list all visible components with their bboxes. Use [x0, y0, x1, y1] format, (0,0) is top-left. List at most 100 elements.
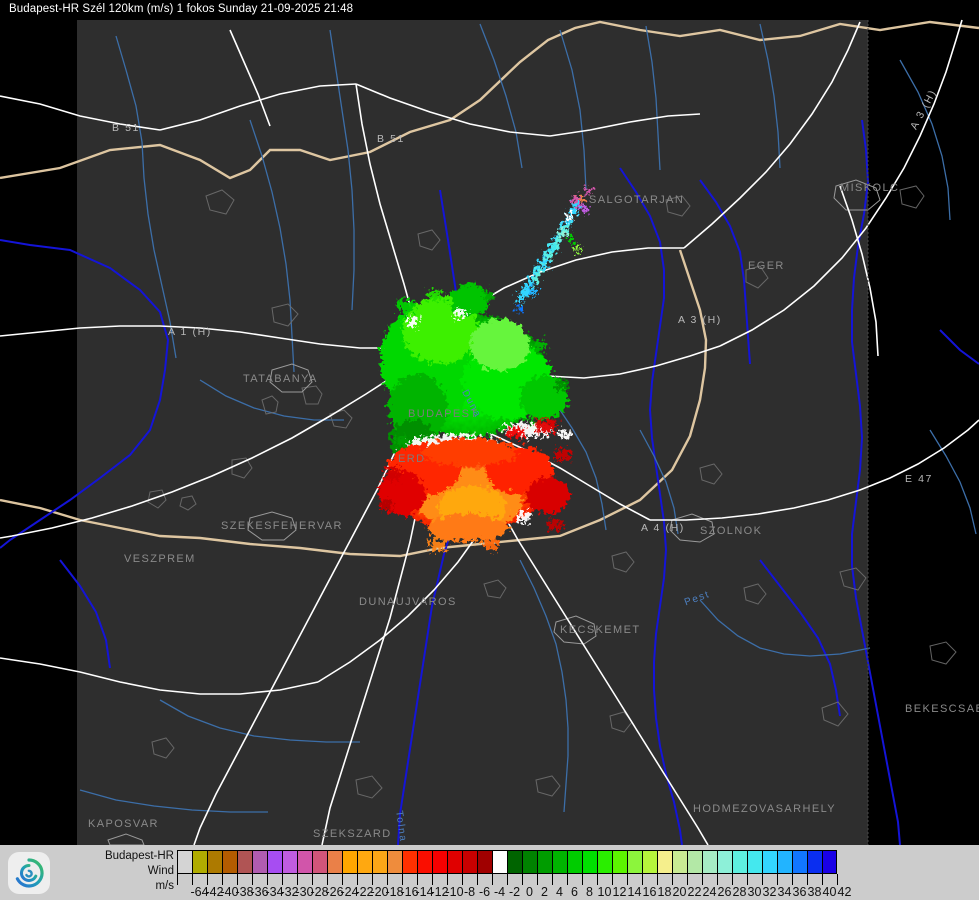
road-label-a4-h: A 4 (H): [641, 522, 685, 534]
color-bar-cell: [507, 850, 522, 874]
color-bar-tick-label: -10: [445, 885, 464, 899]
color-bar-cell: [327, 850, 342, 874]
city-label-miskolc: MISKOLC: [840, 182, 900, 194]
color-bar-cell: [432, 850, 447, 874]
city-label-kecskemet: KECSKEMET: [560, 624, 641, 636]
color-bar-tick-label: -24: [340, 885, 359, 899]
color-bar-cell: [477, 850, 492, 874]
color-bar-tick-label: -2: [508, 885, 521, 899]
color-bar-cell: [552, 850, 567, 874]
radar-map[interactable]: SALGOTARJAN MISKOLC EGER TATABANYA SZEKE…: [0, 0, 979, 845]
color-bar-cell: [792, 850, 807, 874]
city-label-kaposvar: KAPOSVAR: [88, 818, 159, 830]
color-bar-cell: [222, 850, 237, 874]
color-bar-tick-label: -16: [400, 885, 419, 899]
color-bar-tick-label: -34: [265, 885, 284, 899]
color-bar-cell: [582, 850, 597, 874]
color-bar-cell: [192, 850, 207, 874]
city-label-budapest: BUDAPEST: [408, 408, 479, 420]
road-label-b51-east: B 51: [377, 133, 405, 145]
color-bar-tick-label: 22: [687, 885, 702, 899]
legend-caption-site: Budapest-HR: [104, 850, 174, 862]
color-bar-tick-label: 20: [672, 885, 687, 899]
city-label-szolnok: SZOLNOK: [700, 525, 763, 537]
color-bar-cell: [357, 850, 372, 874]
color-bar-cell: [807, 850, 822, 874]
color-bar-tick-label: -6: [478, 885, 491, 899]
color-bar-cell: [447, 850, 462, 874]
color-bar-tick-label: -12: [430, 885, 449, 899]
legend-caption-unit: m/s: [155, 880, 174, 892]
color-bar-tick-label: 8: [586, 885, 593, 899]
color-bar-cell: [627, 850, 642, 874]
color-bar-tick-label: 6: [571, 885, 578, 899]
legend-caption-quantity: Wind: [147, 865, 174, 877]
color-bar-tick-label: 10: [597, 885, 612, 899]
color-bar-tick-label: 42: [837, 885, 852, 899]
color-bar-cell: [372, 850, 387, 874]
color-bar-cell: [267, 850, 282, 874]
color-bar[interactable]: [177, 850, 837, 874]
color-bar-cell: [702, 850, 717, 874]
color-bar-tick-label: -22: [355, 885, 374, 899]
city-label-salgotarjan: SALGOTARJAN: [589, 194, 685, 206]
color-bar-cell: [207, 850, 222, 874]
color-bar-cell: [672, 850, 687, 874]
color-bar-ticks: [177, 874, 838, 886]
color-scale-legend[interactable]: Budapest-HR Wind m/s -64 -42 -40 -38 -36 -34-…: [0, 845, 979, 900]
color-bar-tick-label: -64: [190, 885, 209, 899]
color-bar-tick-label: -14: [415, 885, 434, 899]
color-bar-tick-label: 4: [556, 885, 563, 899]
vortex-swirl-logo: [8, 852, 50, 894]
road-label-a1-h: A 1 (H): [168, 326, 212, 338]
color-bar-cell: [177, 850, 192, 874]
color-bar-tick-label: 2: [541, 885, 548, 899]
city-label-erd: ERD: [398, 453, 426, 465]
city-label-bekescsaba: BEKESCSABA: [905, 703, 979, 715]
color-bar-tick-label: -26: [325, 885, 344, 899]
color-bar-cell: [717, 850, 732, 874]
color-bar-cell: [657, 850, 672, 874]
color-bar-cell: [567, 850, 582, 874]
city-label-dunaujvaros: DUNAUJVAROS: [359, 596, 457, 608]
color-bar-tick-label: -28: [310, 885, 329, 899]
city-label-eger: EGER: [748, 260, 785, 272]
city-label-veszprem: VESZPREM: [124, 553, 196, 565]
color-bar-tick-label: 12: [612, 885, 627, 899]
color-bar-tick-label: -36: [250, 885, 269, 899]
color-bar-tick-label: 40: [822, 885, 837, 899]
color-bar-tick-labels: -64 -42 -40 -38 -36 -34 -32 -30 -28 -26 -24 -22 -20-…: [0, 885, 979, 900]
city-label-szekesfehervar: SZEKESFEHERVAR: [221, 520, 343, 532]
color-bar-tick-label: 14: [627, 885, 642, 899]
color-bar-cell: [252, 850, 267, 874]
color-bar-cell: [687, 850, 702, 874]
color-bar-cell: [612, 850, 627, 874]
city-label-hodmezovasarhely: HODMEZOVASARHELY: [693, 803, 837, 815]
color-bar-cell: [342, 850, 357, 874]
color-bar-cell: [387, 850, 402, 874]
color-bar-cell: [237, 850, 252, 874]
color-bar-cell: [537, 850, 552, 874]
color-bar-tick-label: -32: [280, 885, 299, 899]
color-bar-cell: [402, 850, 417, 874]
color-bar-tick-label: -4: [493, 885, 506, 899]
color-bar-cell: [762, 850, 777, 874]
color-bar-tick-label: -8: [463, 885, 476, 899]
color-bar-cell: [732, 850, 747, 874]
city-label-tatabanya: TATABANYA: [243, 373, 318, 385]
color-bar-cell: [642, 850, 657, 874]
color-bar-tick-label: -30: [295, 885, 314, 899]
velocity-echo-layer: [378, 188, 593, 550]
color-bar-tick-label: 0: [526, 885, 533, 899]
color-bar-tick-label: -42: [205, 885, 224, 899]
color-bar-tick-label: -38: [235, 885, 254, 899]
vortex-swirl-icon: [15, 858, 44, 888]
color-bar-tick-label: 32: [762, 885, 777, 899]
legend-caption: Budapest-HR Wind m/s: [92, 849, 174, 894]
color-bar-tick-label: 28: [732, 885, 747, 899]
color-bar-tick-label: 16: [642, 885, 657, 899]
page-title: Budapest-HR Szél 120km (m/s) 1 fokos Sun…: [9, 3, 354, 15]
color-bar-tick-label: 24: [702, 885, 717, 899]
color-bar-tick-label: -18: [385, 885, 404, 899]
